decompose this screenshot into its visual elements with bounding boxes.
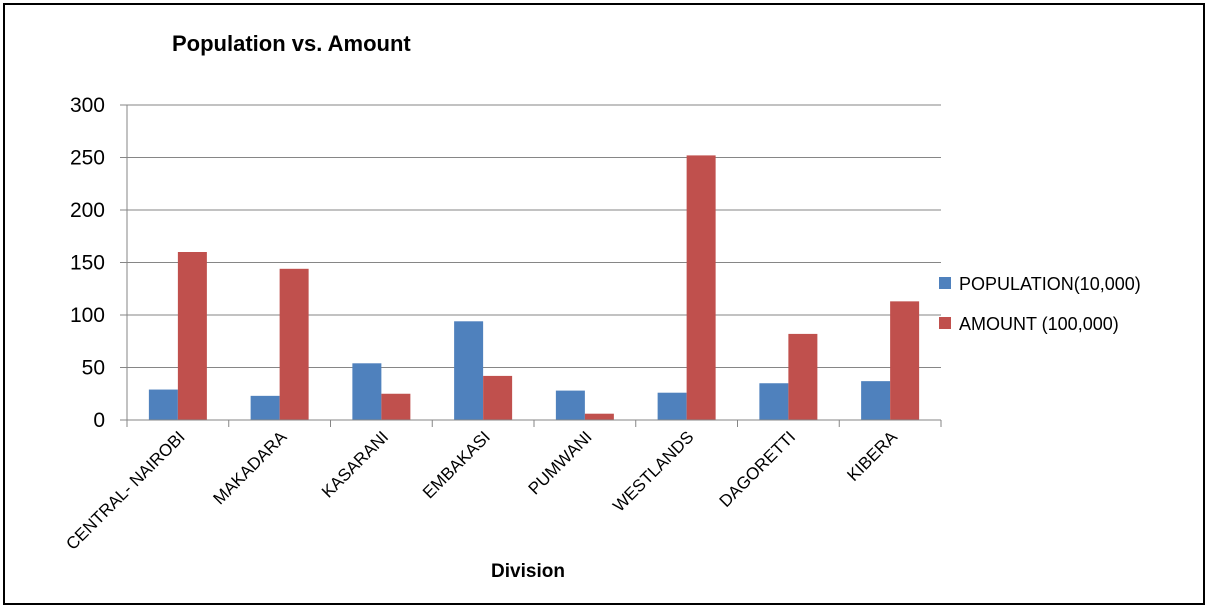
gridlines — [127, 104, 941, 368]
x-tick-label: KASARANI — [318, 427, 392, 501]
bar-population — [352, 363, 382, 420]
x-tick-labels: CENTRAL- NAIROBI MAKADARA KASARANI EMBAKASI… — [62, 427, 901, 554]
legend-swatch — [939, 277, 951, 289]
bar-amount — [483, 375, 513, 420]
chart-title: Population vs. Amount — [172, 31, 411, 56]
x-tick-label: WESTLANDS — [609, 427, 697, 515]
bar-amount — [584, 413, 614, 420]
x-tick-label: DAGORETTI — [716, 427, 800, 511]
bar-population — [454, 321, 484, 420]
bar-amount — [788, 333, 818, 420]
legend-swatch — [939, 317, 951, 329]
x-tick-label: PUMWANI — [525, 427, 596, 498]
bars — [148, 155, 920, 420]
legend: POPULATION(10,000) AMOUNT (100,000) — [939, 274, 1141, 334]
y-tick-label: 50 — [82, 357, 105, 380]
y-tick-label: 250 — [70, 147, 105, 170]
chart-frame — [3, 3, 1205, 605]
bar-population — [555, 390, 585, 420]
x-tick-label: EMBAKASI — [419, 427, 494, 502]
bar-population — [250, 395, 280, 420]
y-tick-label: 200 — [70, 199, 105, 222]
bar-population — [759, 383, 789, 420]
y-tick-label: 300 — [70, 94, 105, 117]
y-tick-label: 0 — [93, 409, 105, 432]
bar-amount — [890, 301, 920, 420]
x-tick-label: MAKADARA — [210, 427, 291, 508]
y-tick-label: 150 — [70, 252, 105, 275]
bar-amount — [381, 393, 411, 420]
bar-amount — [279, 268, 309, 420]
bar-population — [657, 392, 687, 420]
y-tick-labels: 0 50 100 150 200 250 300 — [70, 94, 105, 432]
axes — [120, 104, 942, 427]
y-tick-label: 100 — [70, 304, 105, 327]
bar-population — [861, 381, 891, 420]
x-axis-title: Division — [491, 561, 565, 582]
legend-label: POPULATION(10,000) — [959, 274, 1141, 294]
legend-label: AMOUNT (100,000) — [959, 314, 1119, 334]
x-tick-label: CENTRAL- NAIROBI — [62, 427, 188, 553]
bar-amount — [177, 252, 207, 420]
x-tick-label: KIBERA — [843, 427, 901, 485]
bar-population — [148, 389, 178, 420]
bar-amount — [686, 155, 716, 420]
